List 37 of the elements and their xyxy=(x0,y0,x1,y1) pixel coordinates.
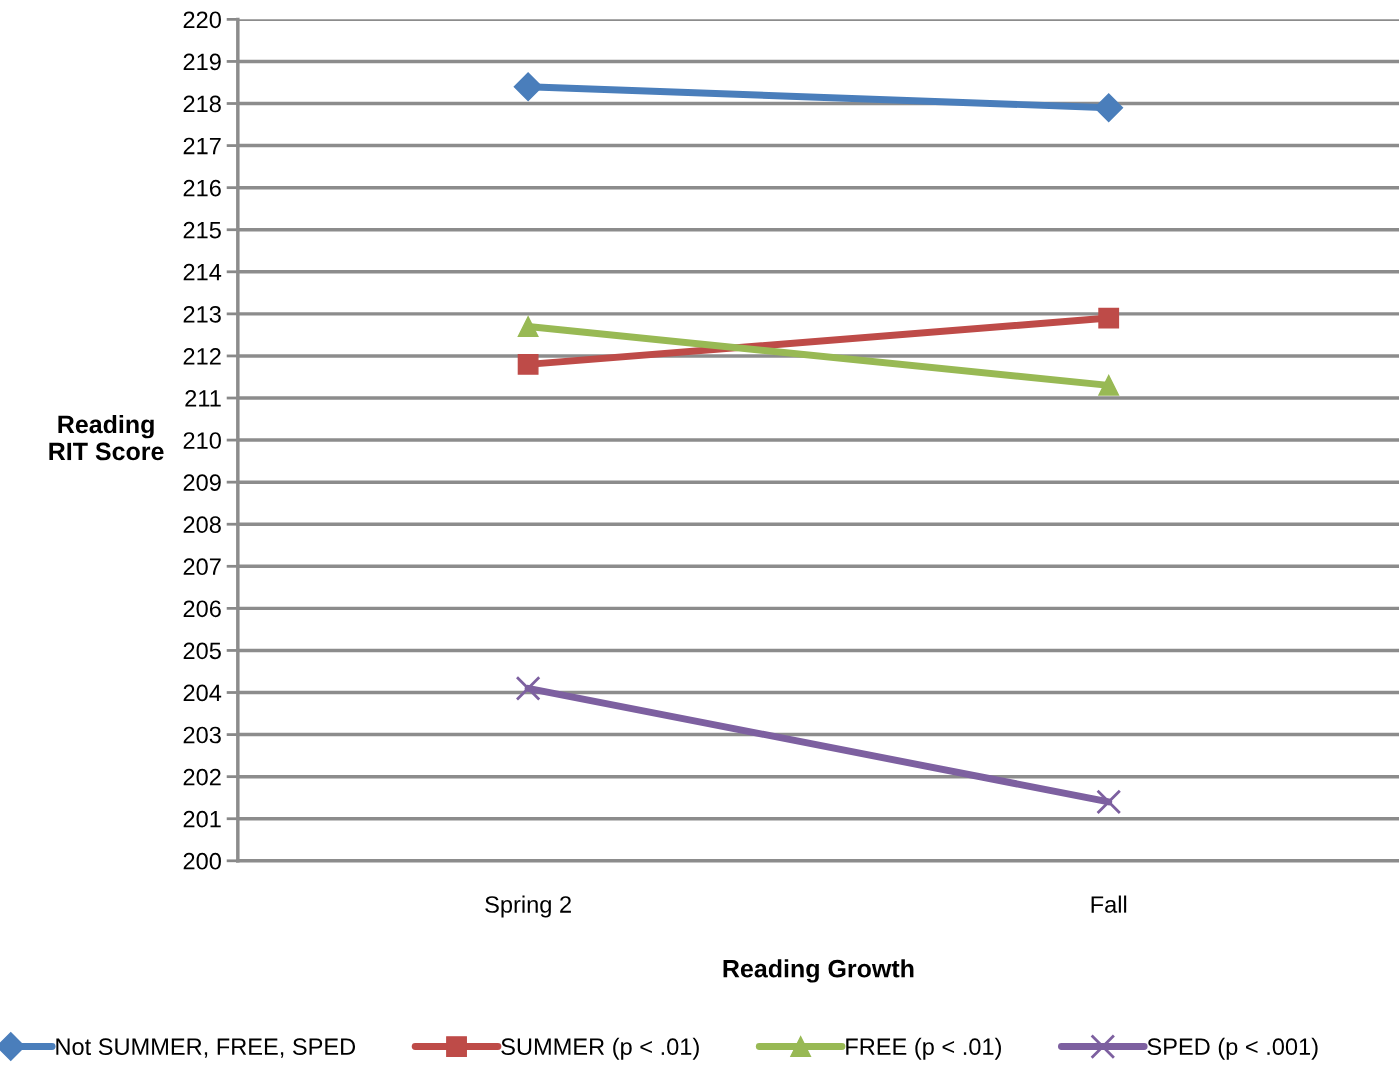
y-tick-label: 213 xyxy=(183,305,221,323)
y-tick-label: 220 xyxy=(183,11,221,29)
point xyxy=(517,316,539,337)
y-tick-label: 206 xyxy=(183,600,221,618)
y-tick-label: 207 xyxy=(183,558,221,576)
y-tick-label: 217 xyxy=(183,137,221,155)
legend-label: SPED (p < .001) xyxy=(1147,1037,1318,1060)
y-tick-label: 202 xyxy=(183,768,221,786)
y-tick-label: 201 xyxy=(183,810,221,828)
y-tick-label: 212 xyxy=(183,348,221,365)
y-tick-label: 210 xyxy=(183,432,221,449)
legend-label: FREE (p < .01) xyxy=(846,1037,1001,1060)
y-tick-label: 203 xyxy=(183,726,221,744)
y-tick-label: 214 xyxy=(183,263,222,281)
point xyxy=(515,675,541,701)
y-axis-title: Reading RIT Score xyxy=(49,414,164,461)
x-tick-label: Fall xyxy=(1091,895,1127,913)
y-tick-label: 209 xyxy=(183,474,221,491)
y-tick-label: 211 xyxy=(185,390,221,407)
y-tick-label: 219 xyxy=(183,53,221,71)
y-tick-label: 205 xyxy=(183,642,221,660)
point xyxy=(1098,307,1120,329)
y-tick-label: 200 xyxy=(183,852,221,870)
y-tick-label: 218 xyxy=(183,95,221,113)
point xyxy=(1094,93,1124,123)
point xyxy=(517,353,539,375)
legend-label: SUMMER (p < .01) xyxy=(501,1037,699,1060)
y-tick-label: 208 xyxy=(183,516,221,534)
x-tick-label: Spring 2 xyxy=(485,895,571,918)
y-tick-label: 215 xyxy=(183,221,221,239)
legend-label: Not SUMMER, FREE, SPED xyxy=(56,1038,356,1058)
point xyxy=(513,72,543,102)
point xyxy=(1098,374,1120,396)
x-axis-title: Reading Growth xyxy=(723,959,914,983)
y-tick-label: 204 xyxy=(183,684,222,702)
y-tick-label: 216 xyxy=(183,179,221,197)
point xyxy=(1096,789,1122,815)
